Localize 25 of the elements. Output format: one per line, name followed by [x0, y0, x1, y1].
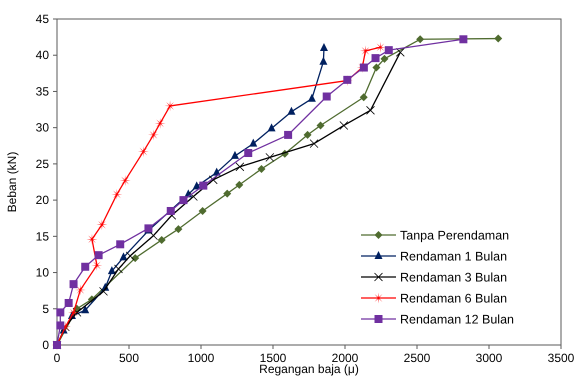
legend-label: Rendaman 3 Bulan: [400, 270, 508, 284]
y-tick-label: 40: [36, 48, 50, 62]
x-tick-label: 2000: [332, 351, 359, 365]
y-tick-label: 45: [36, 12, 50, 26]
y-tick-label: 10: [36, 266, 50, 280]
y-tick-label: 15: [36, 229, 50, 244]
x-tick-label: 2500: [404, 351, 431, 365]
x-tick-label: 3000: [476, 351, 503, 365]
y-tick-label: 35: [36, 84, 50, 98]
legend-label: Tanpa Perendaman: [400, 228, 510, 242]
legend-label: Rendaman 6 Bulan: [400, 292, 508, 306]
y-tick-label: 25: [36, 156, 50, 171]
x-tick-label: 1500: [260, 351, 287, 365]
y-tick-label: 5: [42, 302, 50, 316]
y-tick-label: 30: [36, 120, 50, 135]
legend-label: Rendaman 12 Bulan: [400, 312, 514, 326]
legend-label: Rendaman 1 Bulan: [400, 250, 508, 264]
x-tick-label: 1000: [188, 351, 215, 365]
y-tick-label: 0: [42, 338, 50, 352]
x-axis-title: Regangan baja (μ): [259, 362, 359, 376]
x-tick-label: 3500: [548, 351, 575, 365]
x-tick-label: 500: [118, 351, 140, 365]
y-axis-title: Beban (kN): [5, 152, 19, 212]
x-tick-label: 0: [54, 351, 61, 365]
y-tick-label: 20: [36, 193, 50, 208]
